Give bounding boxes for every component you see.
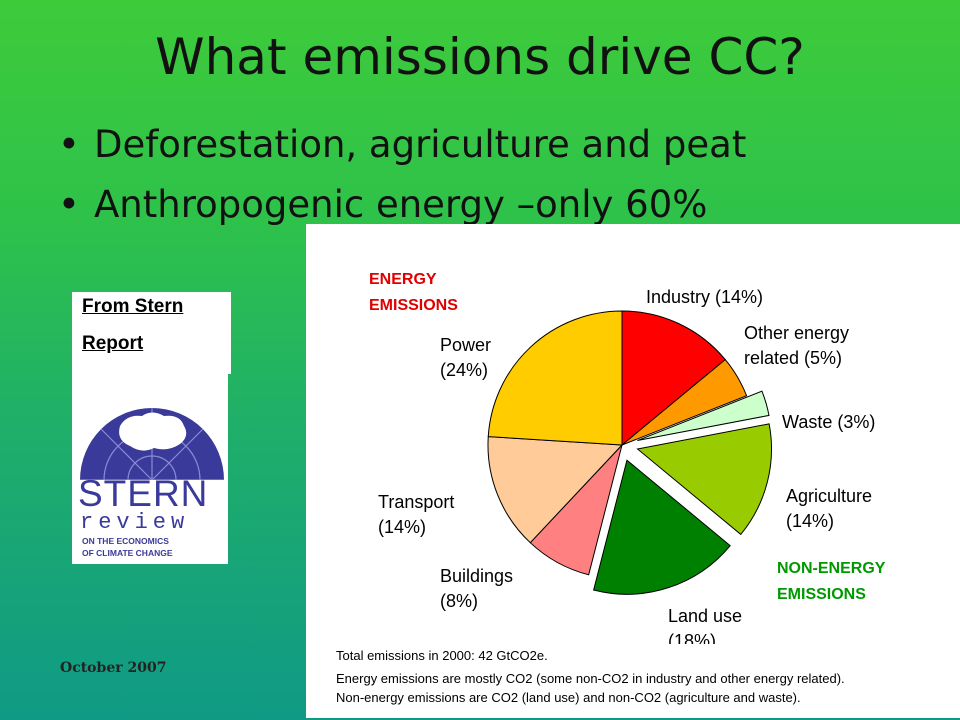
chart-note-energy: Energy emissions are mostly CO2 (some no… [336, 671, 845, 686]
bullet-text: Deforestation, agriculture and peat [94, 123, 747, 166]
pie-slice [637, 390, 770, 442]
slice-label: Waste (3%) [782, 412, 875, 432]
slice-label: Power (24%) [440, 335, 491, 380]
bullet-list: • Deforestation, agriculture and peat • An… [58, 118, 746, 238]
logo-word-stern: STERN [78, 473, 208, 514]
pie-chart-svg: Industry (14%) Other energy related (5%) Wa… [369, 271, 886, 644]
slice-label: Other energy related (5%) [744, 323, 849, 368]
stern-review-logo: STERN review ON THE ECONOMICS OF CLIMATE… [72, 374, 228, 564]
pie-slice [621, 358, 748, 446]
pie-slice [636, 423, 772, 536]
slice-label: Industry (14%) [646, 287, 763, 307]
non-energy-emissions-label: NON-ENERGY EMISSIONS [777, 560, 886, 603]
slice-label: Agriculture (14%) [786, 486, 872, 531]
source-link-line2[interactable]: Report [82, 333, 144, 354]
source-link-box[interactable]: From Stern Report [72, 292, 231, 374]
bullet-item: • Anthropogenic energy –only 60% [58, 178, 746, 238]
emissions-pie-chart: Industry (14%) Other energy related (5%) Wa… [306, 224, 960, 718]
logo-tagline-2: OF CLIMATE CHANGE [82, 548, 173, 558]
slice-label: Land use (18%) [668, 606, 742, 644]
pie-slice [487, 436, 624, 544]
slide-title: What emissions drive CC? [155, 28, 805, 86]
pie-slice [621, 310, 726, 447]
logo-word-review: review [80, 510, 189, 535]
globe-logo-icon: STERN review ON THE ECONOMICS OF CLIMATE… [78, 408, 224, 558]
bullet-dot-icon: • [58, 123, 80, 166]
footer-date: October 2007 [60, 660, 167, 676]
chart-note-non-energy: Non-energy emissions are CO2 (land use) … [336, 690, 801, 705]
bullet-dot-icon: • [58, 183, 80, 226]
energy-emissions-label: ENERGY EMISSIONS [369, 271, 458, 314]
pie-slice [593, 459, 731, 595]
bullet-text: Anthropogenic energy –only 60% [94, 183, 708, 226]
bullet-item: • Deforestation, agriculture and peat [58, 118, 746, 178]
slice-label: Transport (14%) [378, 492, 454, 537]
source-link-line1[interactable]: From Stern [82, 296, 184, 317]
slice-label: Buildings (8%) [440, 566, 513, 611]
chart-note-total: Total emissions in 2000: 42 GtCO2e. [336, 648, 548, 663]
pie-slice [487, 310, 623, 446]
logo-tagline-1: ON THE ECONOMICS [82, 536, 169, 546]
